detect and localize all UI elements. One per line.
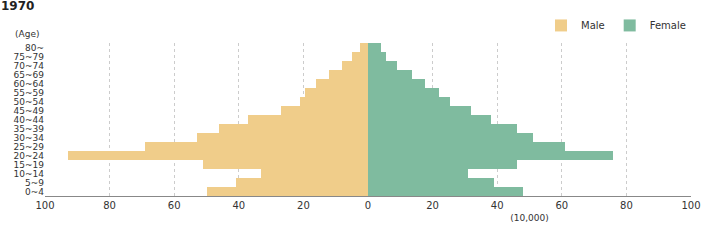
svg-text:1970: 1970 (1, 0, 34, 13)
svg-text:(Age): (Age) (15, 29, 39, 39)
svg-text:15~19: 15~19 (14, 160, 45, 170)
svg-text:20: 20 (297, 200, 310, 211)
svg-text:75~79: 75~79 (14, 52, 45, 62)
svg-text:65~69: 65~69 (14, 70, 45, 80)
svg-text:25~29: 25~29 (14, 142, 45, 152)
svg-text:40: 40 (491, 200, 504, 211)
svg-text:55~59: 55~59 (14, 88, 45, 98)
svg-text:(10,000): (10,000) (510, 213, 549, 223)
svg-text:60: 60 (168, 200, 181, 211)
svg-text:0: 0 (365, 200, 371, 211)
svg-text:10~14: 10~14 (14, 169, 45, 179)
svg-text:100: 100 (681, 200, 700, 211)
svg-text:80: 80 (620, 200, 633, 211)
svg-text:80: 80 (103, 200, 116, 211)
svg-text:40~44: 40~44 (14, 115, 45, 125)
svg-text:50~54: 50~54 (14, 97, 45, 107)
svg-text:Male: Male (581, 20, 605, 31)
svg-text:60~64: 60~64 (14, 79, 45, 89)
svg-text:60: 60 (555, 200, 568, 211)
svg-text:20: 20 (426, 200, 439, 211)
svg-text:20~24: 20~24 (14, 151, 45, 161)
svg-text:5~9: 5~9 (25, 178, 44, 188)
svg-text:100: 100 (35, 200, 54, 211)
svg-text:80~: 80~ (25, 43, 44, 53)
svg-text:35~39: 35~39 (14, 124, 45, 134)
svg-text:40: 40 (232, 200, 245, 211)
svg-text:70~74: 70~74 (14, 61, 45, 71)
svg-text:0~4: 0~4 (25, 187, 44, 197)
svg-text:45~49: 45~49 (14, 106, 45, 116)
svg-text:Female: Female (650, 20, 686, 31)
svg-text:30~34: 30~34 (14, 133, 45, 143)
